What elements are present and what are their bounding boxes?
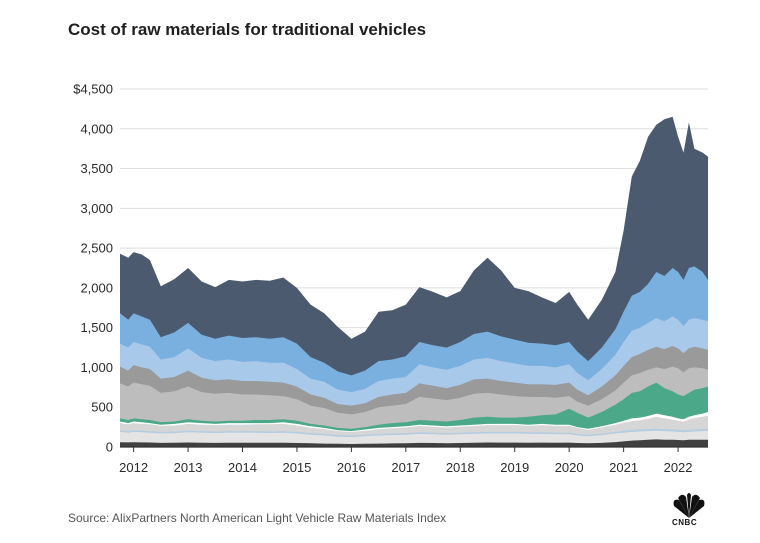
y-tick-label: 4,000 xyxy=(80,121,113,136)
y-tick-label: $4,500 xyxy=(73,82,113,97)
area-series-11 xyxy=(120,439,708,447)
chart-svg: 0 500 1,000 1,500 2,000 2,500 3,000 3,500 4,000 $… xyxy=(73,82,708,475)
x-tick-label: 2017 xyxy=(391,460,420,475)
x-tick-label: 2021 xyxy=(609,460,638,475)
y-tick-label: 3,500 xyxy=(80,161,113,176)
cnbc-peacock-logo xyxy=(673,493,705,518)
area-series xyxy=(120,116,708,448)
x-tick-label: 2012 xyxy=(119,460,148,475)
y-tick-label: 1,500 xyxy=(80,320,113,335)
x-tick-label: 2022 xyxy=(664,460,693,475)
x-tick-label: 2020 xyxy=(555,460,584,475)
x-tick-label: 2018 xyxy=(446,460,475,475)
x-tick-label: 2019 xyxy=(500,460,529,475)
y-tick-label: 2,500 xyxy=(80,241,113,256)
source-note: Source: AlixPartners North American Ligh… xyxy=(68,511,447,525)
y-tick-label: 3,000 xyxy=(80,201,113,216)
y-tick-label: 0 xyxy=(106,440,113,455)
x-axis-ticks: 2012 2013 2014 2015 2016 2017 2018 2019 2020 2021… xyxy=(119,447,693,475)
y-axis-ticks: 0 500 1,000 1,500 2,000 2,500 3,000 3,500 4,000 $… xyxy=(73,82,113,455)
x-tick-label: 2014 xyxy=(228,460,257,475)
cnbc-logo-text: CNBC xyxy=(672,518,698,527)
y-tick-label: 2,000 xyxy=(80,280,113,295)
x-tick-label: 2015 xyxy=(282,460,311,475)
y-tick-label: 500 xyxy=(91,400,113,415)
x-tick-label: 2016 xyxy=(337,460,366,475)
y-tick-label: 1,000 xyxy=(80,360,113,375)
x-tick-label: 2013 xyxy=(174,460,203,475)
chart-title: Cost of raw materials for traditional ve… xyxy=(68,20,427,39)
